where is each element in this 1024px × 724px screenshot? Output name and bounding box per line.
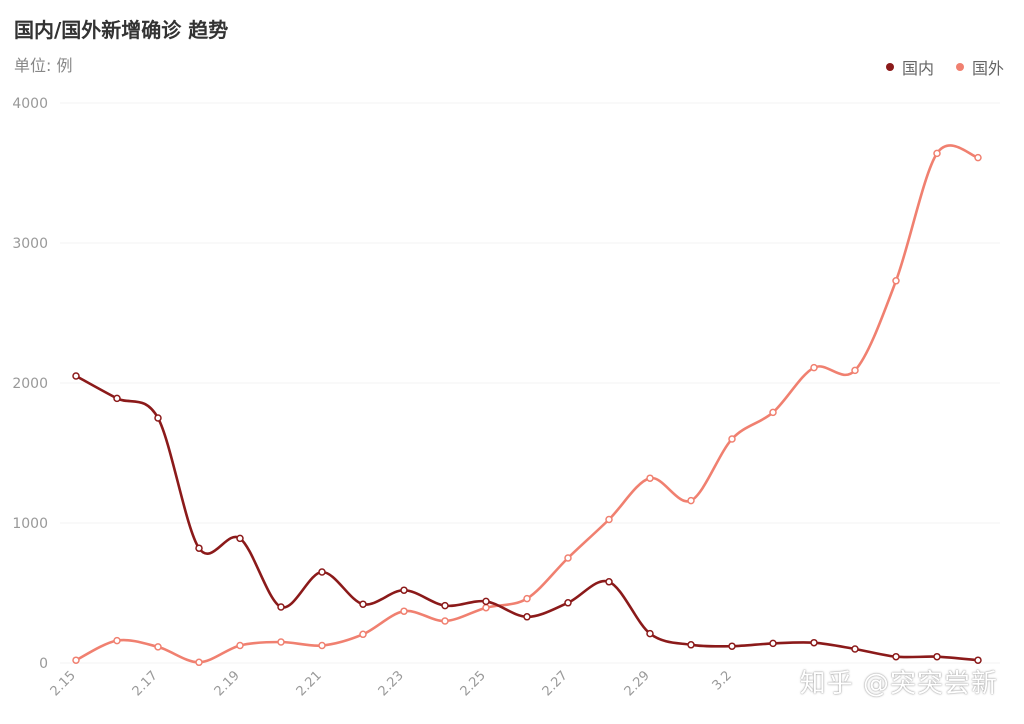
data-point-foreign — [400, 607, 408, 615]
data-point-foreign — [523, 594, 531, 603]
y-tick-label: 4000 — [12, 96, 48, 112]
data-point-foreign — [277, 638, 285, 646]
data-point-domestic — [277, 603, 285, 611]
y-tick-label: 2000 — [12, 376, 48, 392]
data-point-foreign — [564, 554, 572, 562]
x-tick-label: 2.21 — [294, 668, 325, 699]
data-point-foreign — [687, 496, 695, 505]
data-point-domestic — [359, 600, 367, 608]
data-point-foreign — [974, 153, 982, 162]
data-point-foreign — [851, 366, 859, 375]
x-tick-label: 2.17 — [130, 668, 161, 699]
legend-item-domestic[interactable]: 国内 — [885, 55, 934, 79]
data-point-domestic — [810, 638, 818, 647]
x-tick-label: 3.2 — [710, 668, 735, 693]
chart-title: 国内/国外新增确诊 趋势 — [14, 18, 229, 42]
data-point-foreign — [728, 435, 736, 443]
data-point-foreign — [154, 643, 162, 651]
y-tick-label: 3000 — [12, 236, 48, 252]
data-point-domestic — [605, 578, 613, 586]
legend-label-domestic: 国内 — [901, 59, 934, 78]
x-tick-label: 2.25 — [458, 668, 489, 699]
data-point-domestic — [523, 613, 531, 621]
data-point-foreign — [359, 630, 367, 639]
data-point-domestic — [441, 601, 449, 610]
data-point-foreign — [933, 149, 941, 158]
data-point-domestic — [687, 641, 695, 649]
data-point-domestic — [72, 372, 80, 380]
data-point-domestic — [236, 534, 244, 543]
series-line-domestic — [75, 374, 979, 662]
x-tick-label: 2.23 — [376, 668, 407, 699]
data-point-domestic — [113, 394, 121, 403]
watermark: 知乎 @突突尝新 — [799, 669, 998, 699]
data-point-domestic — [728, 642, 736, 650]
x-tick-label: 2.29 — [622, 668, 653, 699]
data-point-foreign — [441, 617, 449, 625]
x-tick-label: 2.19 — [212, 668, 243, 699]
data-point-foreign — [892, 277, 900, 285]
data-point-domestic — [482, 597, 490, 606]
data-point-foreign — [195, 658, 203, 667]
legend-marker-domestic — [885, 63, 894, 71]
y-tick-label: 0 — [39, 656, 48, 672]
series-line-foreign — [75, 144, 979, 664]
chart-unit-label: 单位: 例 — [14, 56, 73, 75]
data-point-foreign — [482, 603, 490, 612]
data-point-domestic — [154, 414, 162, 422]
legend-marker-foreign — [955, 63, 964, 71]
data-point-domestic — [933, 652, 941, 661]
data-point-foreign — [769, 408, 777, 417]
data-point-foreign — [605, 515, 613, 524]
data-point-domestic — [564, 599, 572, 607]
data-point-domestic — [769, 639, 777, 648]
data-point-domestic — [195, 544, 203, 552]
data-point-domestic — [318, 568, 326, 576]
legend-label-foreign: 国外 — [971, 59, 1004, 78]
x-tick-label: 2.15 — [48, 668, 79, 699]
data-point-domestic — [974, 656, 982, 664]
data-point-domestic — [892, 652, 900, 661]
chart-legend: 国内 国外 — [885, 55, 1004, 79]
data-point-foreign — [72, 656, 80, 664]
legend-item-foreign[interactable]: 国外 — [955, 55, 1004, 79]
y-tick-label: 1000 — [12, 516, 48, 532]
data-point-foreign — [236, 641, 244, 650]
data-point-domestic — [851, 645, 859, 653]
data-point-foreign — [646, 474, 654, 482]
data-point-foreign — [318, 641, 326, 650]
x-tick-label: 2.27 — [540, 668, 571, 699]
data-point-domestic — [646, 629, 654, 638]
data-point-foreign — [810, 363, 818, 372]
data-point-domestic — [400, 586, 408, 594]
data-point-foreign — [113, 636, 121, 645]
